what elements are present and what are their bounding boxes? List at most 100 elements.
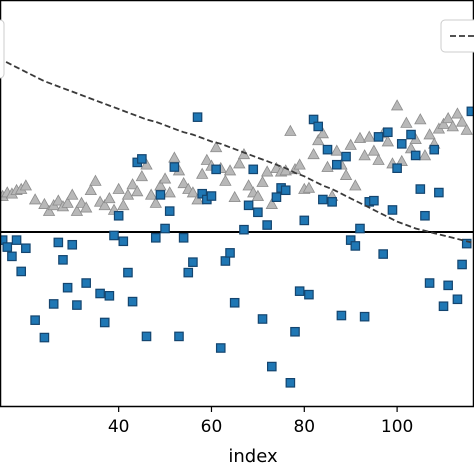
square-point — [271, 192, 282, 202]
square-point — [392, 163, 402, 173]
triangle-point — [84, 183, 97, 196]
square-point — [188, 257, 198, 267]
legend-box-left — [0, 19, 5, 79]
triangle-point — [117, 198, 130, 211]
square-point — [457, 259, 467, 270]
triangle-point — [66, 188, 79, 200]
square-point — [313, 121, 324, 132]
triangle-point — [242, 179, 255, 191]
square-point — [424, 278, 435, 288]
triangle-point — [446, 120, 459, 132]
triangle-point — [38, 197, 51, 209]
triangle-point — [316, 127, 330, 139]
triangle-point — [251, 189, 265, 201]
square-point — [378, 249, 388, 259]
triangle-point — [363, 130, 376, 142]
square-point — [118, 236, 129, 247]
triangle-point — [196, 167, 209, 179]
square-point — [429, 144, 440, 155]
triangle-point — [349, 179, 362, 191]
square-point — [443, 280, 453, 291]
square-point — [373, 132, 384, 142]
triangle-point — [52, 194, 65, 206]
square-point — [58, 255, 68, 265]
square-point — [438, 301, 449, 312]
square-point — [359, 311, 370, 322]
triangle-point — [42, 204, 56, 216]
square-point — [206, 191, 217, 201]
square-point — [253, 207, 263, 218]
square-point — [452, 294, 463, 305]
square-point — [95, 288, 105, 299]
square-point — [53, 237, 64, 248]
triangle-point — [284, 124, 297, 136]
triangle-point — [186, 186, 200, 198]
triangle-point — [330, 144, 343, 156]
triangle-point — [103, 192, 116, 204]
square-point — [62, 282, 73, 293]
triangle-point — [70, 204, 84, 216]
triangle-point — [418, 149, 432, 161]
square-point — [461, 238, 472, 249]
triangle-point — [126, 178, 139, 190]
square-point — [11, 235, 22, 245]
triangle-point — [144, 188, 158, 200]
square-point — [215, 343, 226, 353]
square-point — [318, 194, 328, 205]
triangle-point — [460, 123, 473, 135]
triangle-point — [256, 175, 269, 187]
axes: 40 60 80 100 — [0, 0, 474, 437]
square-point — [434, 187, 444, 198]
square-point — [299, 215, 310, 226]
square-point — [294, 286, 305, 296]
triangle-point — [154, 179, 167, 191]
square-point — [383, 127, 393, 138]
square-point — [355, 223, 365, 234]
triangle-point — [112, 182, 125, 194]
square-point — [30, 315, 40, 325]
square-point — [336, 310, 347, 321]
square-point — [183, 267, 194, 278]
triangle-point — [149, 196, 162, 208]
triangle-point — [237, 147, 251, 160]
triangle-point — [437, 117, 450, 129]
square-point — [150, 233, 161, 243]
square-point — [67, 239, 78, 250]
square-point — [155, 190, 166, 200]
triangle-point — [441, 111, 455, 124]
triangle-point — [228, 190, 241, 203]
square-point — [466, 106, 474, 117]
triangle-point — [367, 144, 381, 156]
square-point — [169, 162, 180, 172]
x-axis-label: index — [228, 446, 278, 467]
triangle-point — [19, 179, 33, 191]
triangle-point — [344, 138, 357, 150]
square-point — [387, 205, 398, 215]
square-point — [127, 296, 138, 307]
triangle-point — [79, 201, 93, 213]
triangle-point — [312, 134, 325, 146]
square-point — [229, 297, 240, 308]
triangle-point — [140, 158, 153, 170]
square-point — [16, 266, 27, 277]
triangle-point — [223, 164, 237, 176]
triangle-point — [293, 158, 306, 170]
square-point — [331, 159, 342, 170]
legend — [0, 19, 474, 79]
triangle-point — [451, 107, 464, 119]
square-point — [341, 151, 351, 162]
triangle-point — [260, 165, 274, 177]
square-point — [350, 241, 361, 251]
square-point — [225, 248, 235, 258]
dashed-series-line — [0, 57, 472, 244]
triangle-point — [158, 172, 172, 184]
legend-box — [440, 19, 474, 53]
x-tick-label: 40 — [108, 417, 130, 437]
triangle-point — [121, 188, 135, 200]
square-point — [192, 112, 203, 122]
triangle-point — [163, 186, 176, 198]
triangle-point — [168, 151, 181, 163]
triangle-point — [131, 185, 144, 197]
square-point — [21, 243, 31, 254]
square-point — [174, 331, 184, 342]
